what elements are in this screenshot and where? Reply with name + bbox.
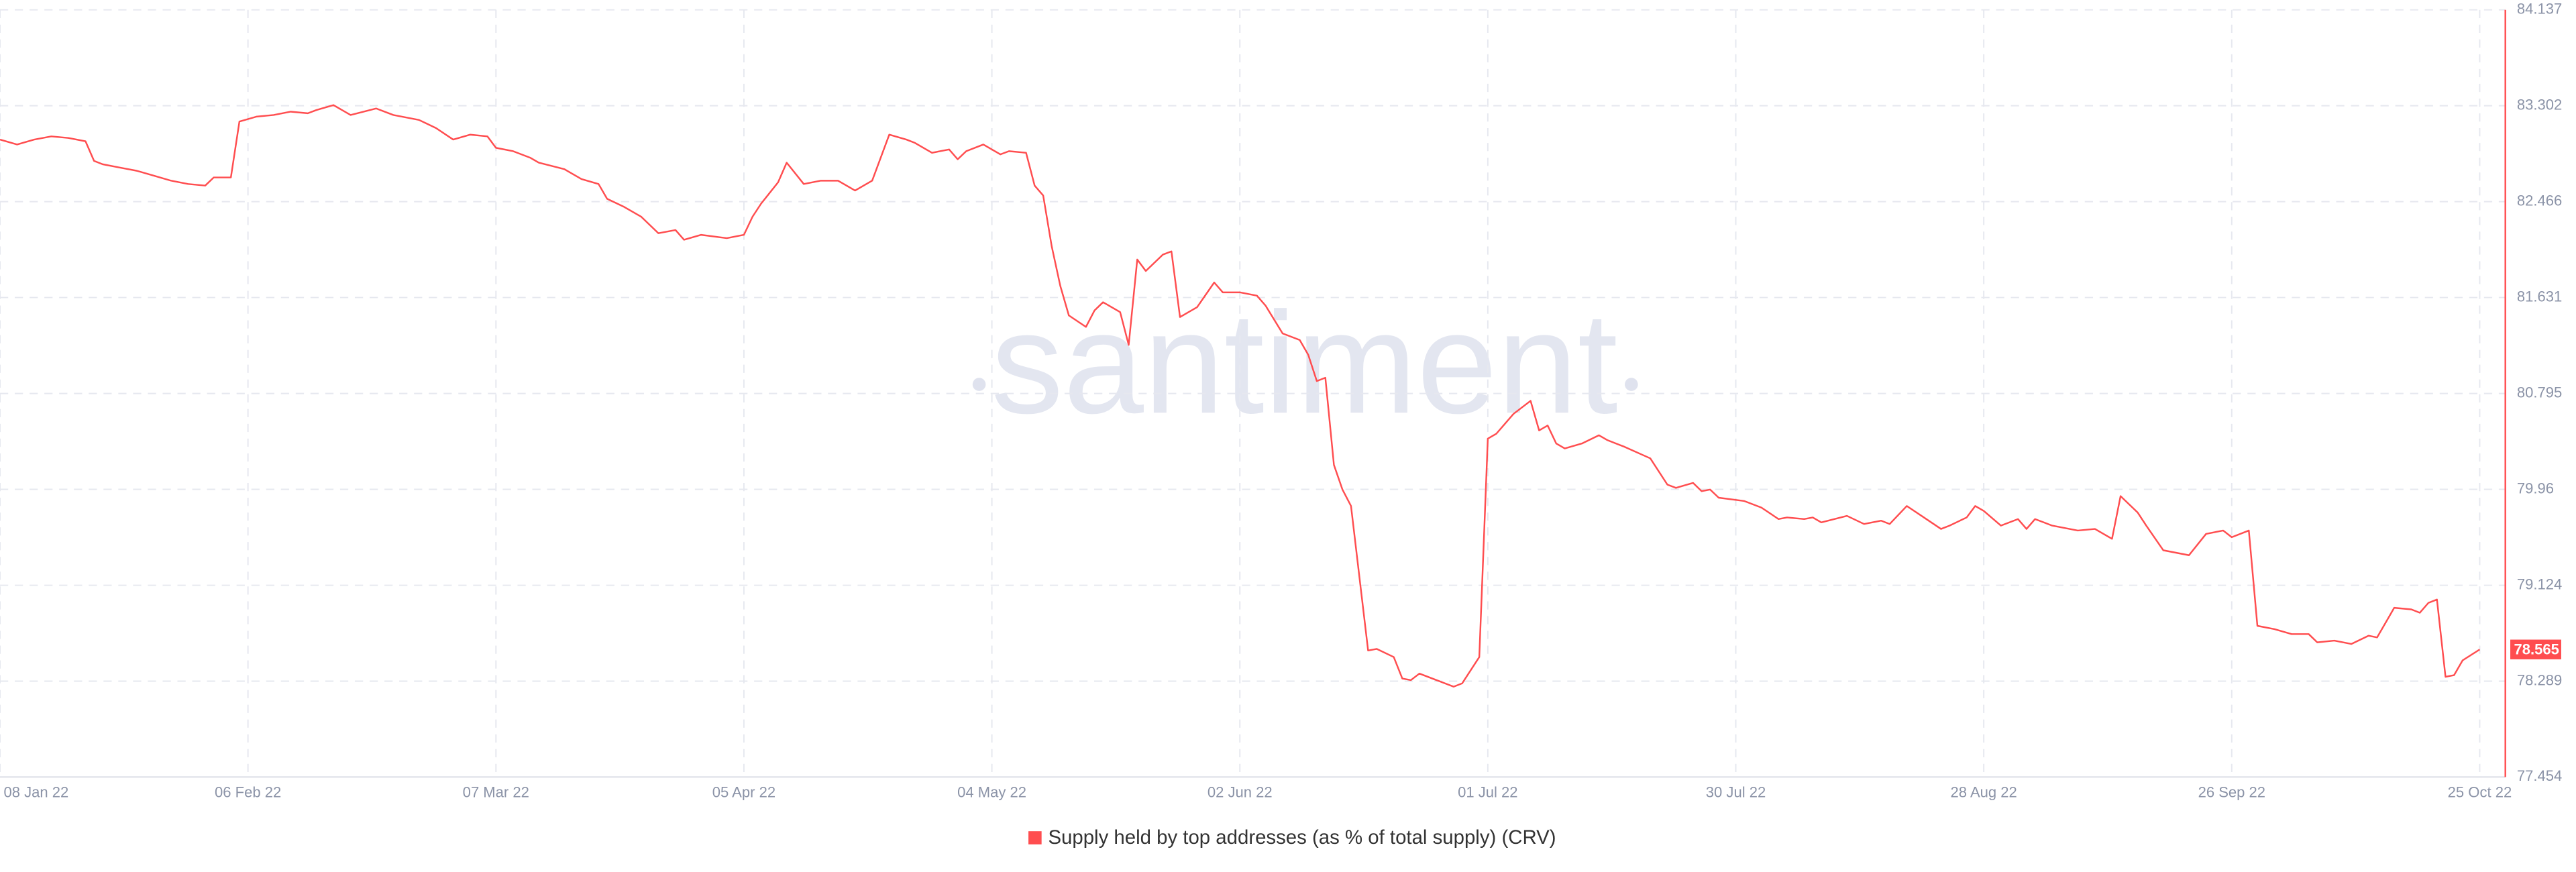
y-tick-label: 78.289 [2517,671,2562,688]
y-tick-label: 80.795 [2517,384,2562,400]
y-tick-label: 79.96 [2517,480,2554,496]
y-tick-label: 84.137 [2517,1,2562,17]
y-tick-label: 83.302 [2517,96,2562,113]
x-tick-label: 28 Aug 22 [1951,784,2017,801]
line [0,104,2481,688]
watermark-dot [1625,378,1638,391]
x-tick-label: 06 Feb 22 [215,784,281,801]
x-tick-label: 08 Jan 22 [3,784,68,801]
x-tick-label: 25 Oct 22 [2448,784,2512,801]
x-tick-label: 01 Jul 22 [1458,784,1517,801]
x-tick-label: 26 Sep 22 [2198,784,2265,801]
x-tick-label: 30 Jul 22 [1706,784,1766,801]
x-tick-label: 04 May 22 [957,784,1026,801]
current-value-badge [2510,639,2561,659]
y-tick-label: 77.454 [2517,767,2562,784]
watermark-text: santiment [991,282,1617,443]
legend-label: Supply held by top addresses (as % of to… [1048,826,1556,849]
watermark-dot [972,378,986,391]
y-tick-label: 82.466 [2517,192,2562,209]
legend: Supply held by top addresses (as % of to… [1028,826,1556,849]
current-value-label: 78.565 [2514,641,2559,657]
watermark: santiment [972,282,1638,443]
x-tick-label: 02 Jun 22 [1208,784,1273,801]
legend-swatch [1028,831,1042,844]
x-tick-label: 05 Apr 22 [712,784,775,801]
x-tick-label: 07 Mar 22 [463,784,529,801]
y-tick-label: 79.124 [2517,576,2562,592]
y-tick-label: 81.631 [2517,288,2562,305]
